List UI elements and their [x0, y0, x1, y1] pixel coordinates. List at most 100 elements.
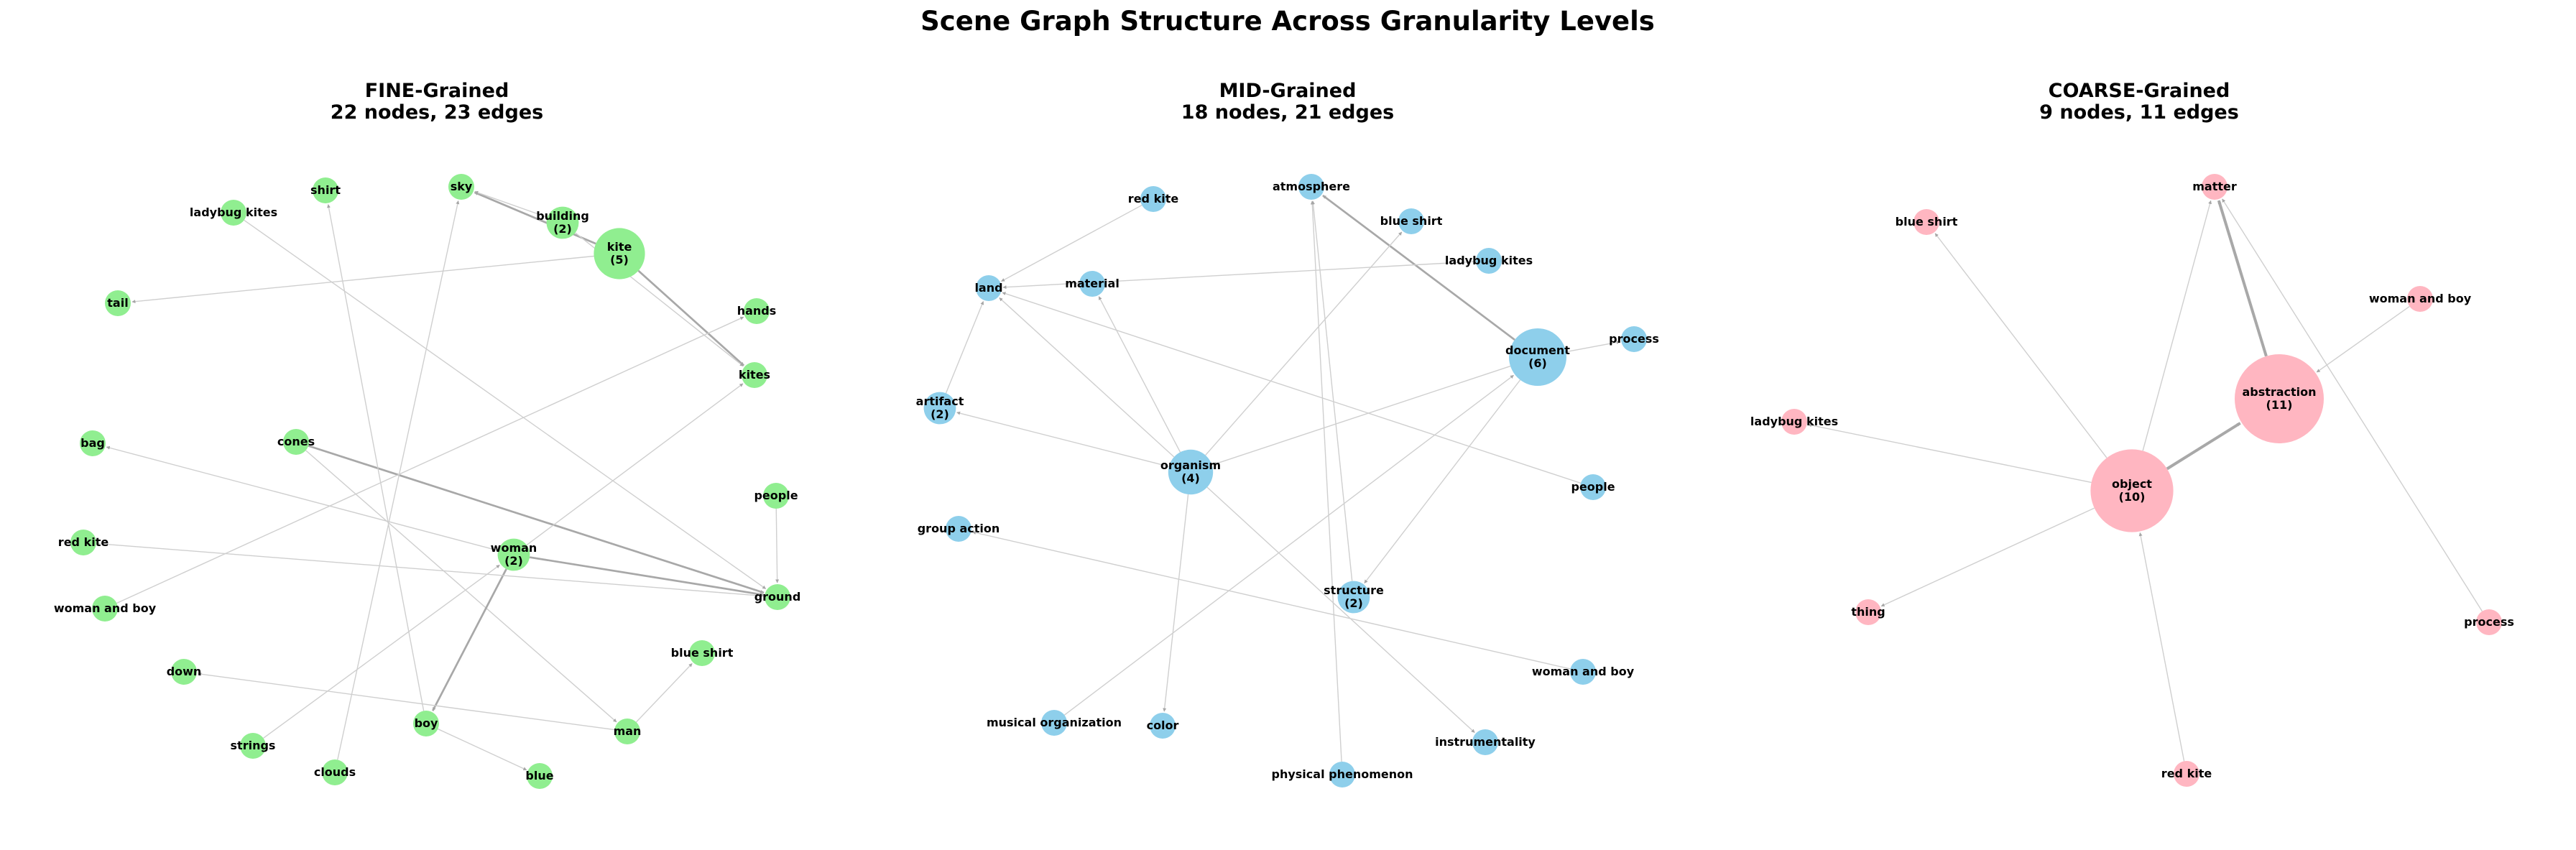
panel-title-mid: MID-Grained 18 nodes, 21 edges: [1181, 80, 1394, 124]
edge-object-to-matter: [2142, 200, 2212, 451]
node-label-line: people: [754, 489, 798, 502]
node-label-line: tail: [107, 296, 128, 310]
node-label: red kite: [58, 535, 109, 549]
panel-title-coarse: COARSE-Grained 9 nodes, 11 edges: [2039, 80, 2239, 124]
node-woman-and-boy: woman and boy: [1532, 659, 1635, 685]
node-label: ladybug kites: [190, 205, 277, 219]
node-label-line: ladybug kites: [1750, 415, 1838, 428]
node-label-line: group action: [918, 522, 1000, 535]
edge-structure-to-atmosphere: [1311, 200, 1353, 581]
node-circle: [171, 659, 197, 685]
node-tail: tail: [105, 290, 131, 316]
edge-physical-phenomenon-to-atmosphere: [1310, 200, 1342, 762]
node-atmosphere: atmosphere: [1273, 174, 1350, 200]
node-label: boy: [415, 716, 438, 730]
edges-mid: [945, 194, 1620, 762]
edge-boy-to-blue: [438, 728, 527, 771]
node-circle: [614, 719, 640, 744]
edge-document-to-organism: [1213, 365, 1511, 466]
node-label-line: (4): [1181, 471, 1200, 485]
node-circle: [923, 392, 956, 425]
node-circle: [1913, 209, 1939, 235]
edge-document-to-process: [1566, 341, 1620, 353]
edge-kite-to-sky: [474, 191, 596, 245]
node-label-line: people: [1571, 480, 1615, 494]
node-label: red kite: [2161, 767, 2212, 780]
node-hands: hands: [737, 298, 777, 324]
node-label: thing: [1851, 605, 1885, 619]
nodes-coarse: abstraction (11) object (10) matter blue shir…: [1750, 174, 2514, 787]
node-circle: [1781, 409, 1807, 435]
node-label: atmosphere: [1273, 180, 1350, 193]
node-label-line: instrumentality: [1435, 735, 1536, 749]
node-circle: [80, 430, 106, 456]
node-red-kite: red kite: [58, 530, 109, 555]
node-label: ladybug kites: [1445, 254, 1533, 267]
panel-title-line2: 18 nodes, 21 edges: [1181, 101, 1394, 124]
node-label-line: color: [1147, 719, 1179, 732]
node-label-line: building: [536, 209, 589, 223]
node-label-line: material: [1065, 277, 1120, 290]
node-land: land: [974, 275, 1003, 301]
node-circle: [763, 483, 789, 509]
node-label-line: blue shirt: [671, 646, 734, 660]
node-label-line: blue shirt: [1380, 214, 1443, 228]
node-label-line: kite: [607, 240, 632, 254]
node-kite: kite (5): [594, 228, 645, 280]
edge-object-to-abstraction: [2166, 422, 2241, 471]
node-circle: [1621, 326, 1647, 352]
node-process: process: [2464, 609, 2514, 635]
node-label: matter: [2192, 180, 2237, 193]
node-physical-phenomenon: physical phenomenon: [1272, 762, 1413, 787]
node-musical-organization: musical organization: [987, 710, 1122, 736]
node-label: blue: [525, 769, 553, 782]
node-label: woman (2): [491, 541, 537, 568]
edge-artifact-to-land: [945, 301, 984, 394]
edge-cones-to-ground: [308, 445, 765, 594]
node-circle: [313, 177, 338, 203]
node-label: process: [1609, 332, 1659, 346]
node-shirt: shirt: [310, 177, 341, 203]
node-thing: thing: [1851, 599, 1885, 625]
node-circle: [413, 711, 439, 736]
node-label: color: [1147, 719, 1179, 732]
node-circle: [1580, 474, 1606, 500]
node-ground: ground: [754, 584, 800, 610]
node-label: hands: [737, 304, 777, 318]
node-circle: [1570, 659, 1596, 685]
node-label-line: cones: [277, 435, 315, 448]
node-strings: strings: [231, 733, 275, 759]
panels-group: FINE-Grained 22 nodes, 23 edges kite (5) bui…: [54, 80, 2514, 789]
node-label-line: abstraction: [2242, 385, 2316, 399]
node-label-line: woman and boy: [54, 601, 157, 615]
node-label-line: (2): [931, 407, 949, 421]
edge-organism-to-material: [1098, 296, 1181, 453]
node-sky: sky: [448, 174, 474, 200]
panel-mid: MID-Grained 18 nodes, 21 edges document (6)…: [916, 80, 1659, 787]
node-group-action: group action: [918, 516, 1000, 542]
node-circle: [497, 538, 530, 571]
node-label-line: woman: [491, 541, 537, 555]
node-label-line: artifact: [916, 394, 964, 408]
node-label: blue shirt: [671, 646, 734, 660]
node-color: color: [1147, 713, 1179, 739]
node-label: building (2): [536, 209, 589, 236]
node-label-line: (5): [610, 253, 629, 267]
node-blue-shirt: blue shirt: [1896, 209, 1958, 235]
node-label-line: red kite: [2161, 767, 2212, 780]
node-label: group action: [918, 522, 1000, 535]
edge-object-to-ladybug-kites: [1808, 423, 2092, 484]
node-circle: [1298, 174, 1324, 200]
node-circle: [2476, 609, 2502, 635]
node-label: people: [754, 489, 798, 502]
node-label: abstraction (11): [2242, 385, 2316, 412]
node-circle: [2407, 286, 2433, 312]
node-label-line: boy: [415, 716, 438, 730]
edge-red-kite-to-land: [1001, 204, 1142, 282]
node-label-line: ladybug kites: [1445, 254, 1533, 267]
edge-man-to-blue-shirt: [635, 662, 693, 723]
edge-clouds-to-sky: [337, 200, 460, 760]
node-circle: [2174, 761, 2199, 787]
node-circle: [594, 228, 645, 280]
node-circle: [946, 516, 971, 542]
